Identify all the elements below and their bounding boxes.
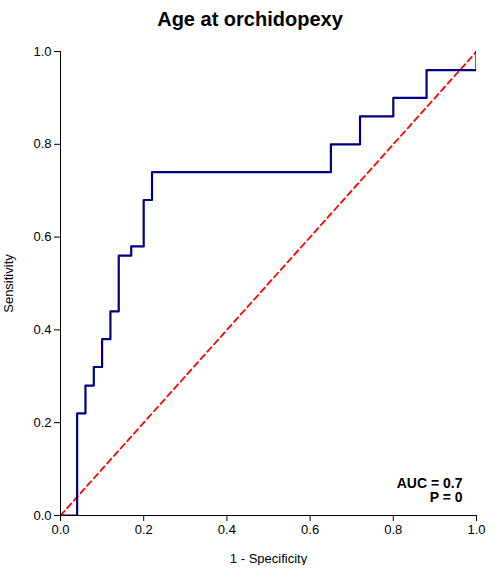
svg-text:0.6: 0.6: [301, 522, 319, 537]
svg-text:0.2: 0.2: [135, 522, 153, 537]
svg-text:0.8: 0.8: [33, 136, 51, 151]
svg-text:0.2: 0.2: [33, 415, 51, 430]
svg-text:0.0: 0.0: [33, 508, 51, 523]
svg-text:0.4: 0.4: [33, 322, 51, 337]
svg-text:0.8: 0.8: [384, 522, 402, 537]
svg-text:Sensitivity: Sensitivity: [1, 254, 16, 313]
svg-text:1.0: 1.0: [467, 522, 485, 537]
svg-text:0.0: 0.0: [51, 522, 69, 537]
svg-text:1 - Specificity: 1 - Specificity: [230, 551, 308, 566]
svg-text:0.6: 0.6: [33, 229, 51, 244]
html-text:Age at orchidopexy: Age at orchidopexy: [157, 8, 343, 30]
svg-text:1.0: 1.0: [33, 44, 51, 59]
svg-text:0.4: 0.4: [218, 522, 236, 537]
svg-text:AUC = 0.7P = 0: AUC = 0.7P = 0: [397, 475, 463, 505]
